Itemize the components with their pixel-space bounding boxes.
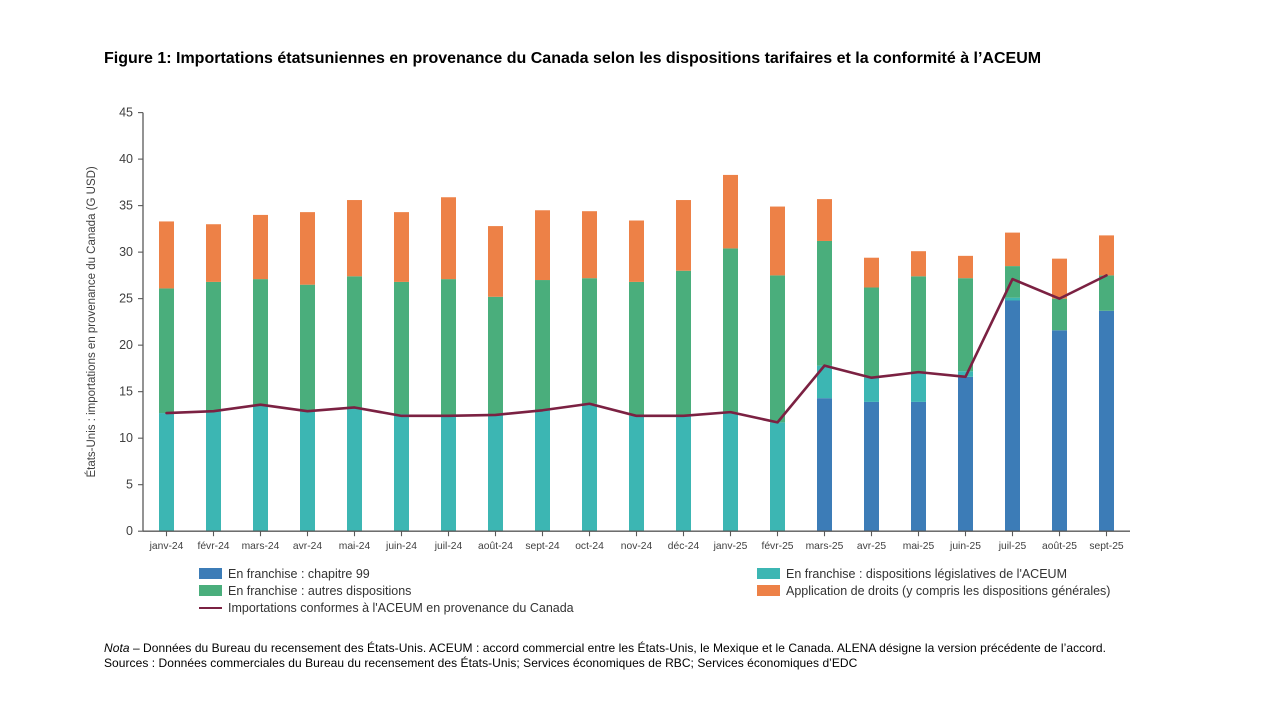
svg-text:août-25: août-25 (1042, 541, 1077, 552)
svg-text:janv-25: janv-25 (713, 541, 748, 552)
svg-text:févr-24: févr-24 (197, 541, 229, 552)
svg-text:avr-25: avr-25 (857, 541, 886, 552)
svg-text:avr-24: avr-24 (293, 541, 322, 552)
svg-text:15: 15 (119, 385, 133, 399)
svg-text:juil-25: juil-25 (998, 541, 1027, 552)
svg-text:févr-25: févr-25 (761, 541, 793, 552)
svg-text:juin-24: juin-24 (385, 541, 417, 552)
svg-text:mars-24: mars-24 (242, 541, 280, 552)
svg-text:10: 10 (119, 431, 133, 445)
svg-text:mars-25: mars-25 (806, 541, 844, 552)
svg-text:35: 35 (119, 199, 133, 213)
svg-text:20: 20 (119, 338, 133, 352)
svg-text:oct-24: oct-24 (575, 541, 604, 552)
svg-text:États-Unis : importations en p: États-Unis : importations en provenance … (85, 166, 98, 477)
svg-text:juil-24: juil-24 (434, 541, 463, 552)
svg-text:30: 30 (119, 245, 133, 259)
svg-text:45: 45 (119, 106, 133, 120)
svg-text:25: 25 (119, 292, 133, 306)
svg-text:janv-24: janv-24 (149, 541, 184, 552)
svg-text:5: 5 (126, 478, 133, 492)
svg-text:sept-24: sept-24 (525, 541, 560, 552)
svg-text:40: 40 (119, 152, 133, 166)
svg-text:mai-25: mai-25 (903, 541, 935, 552)
svg-text:mai-24: mai-24 (339, 541, 371, 552)
svg-text:0: 0 (126, 524, 133, 538)
svg-text:août-24: août-24 (478, 541, 513, 552)
svg-text:déc-24: déc-24 (668, 541, 700, 552)
svg-text:juin-25: juin-25 (949, 541, 981, 552)
svg-text:sept-25: sept-25 (1089, 541, 1124, 552)
svg-text:nov-24: nov-24 (621, 541, 653, 552)
